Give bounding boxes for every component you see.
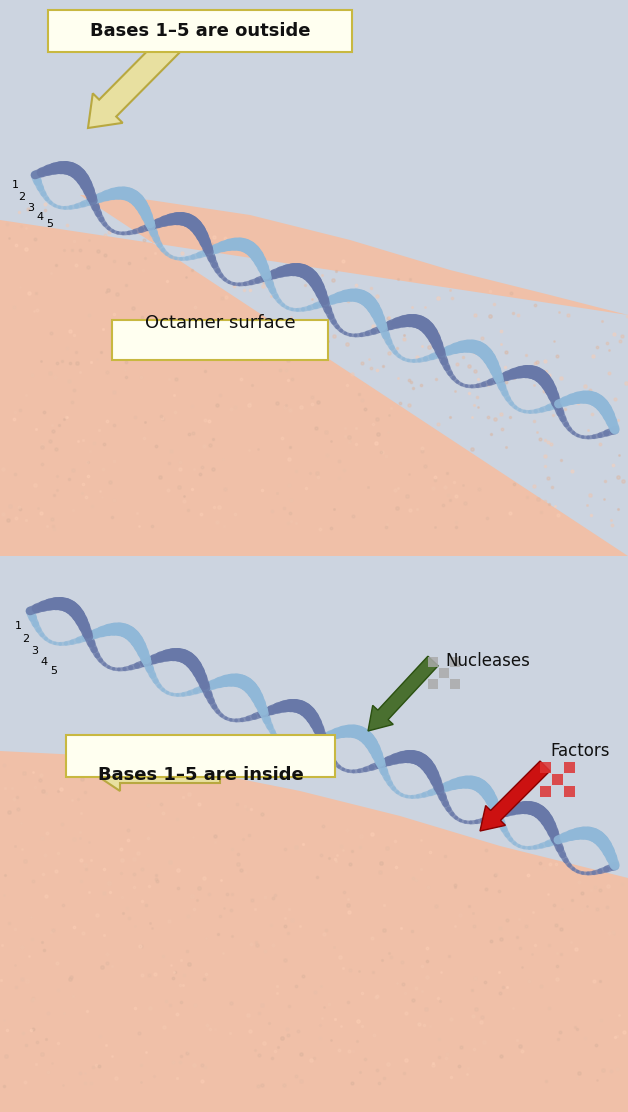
- Text: Bases 1–5 are outside: Bases 1–5 are outside: [90, 22, 310, 40]
- Bar: [428, 679, 438, 689]
- Text: 4: 4: [36, 212, 43, 222]
- Text: Octamer surface: Octamer surface: [144, 314, 295, 332]
- FancyArrow shape: [90, 751, 220, 791]
- FancyArrow shape: [368, 656, 438, 731]
- Text: 1: 1: [14, 620, 21, 631]
- FancyBboxPatch shape: [66, 735, 335, 777]
- Text: 5: 5: [50, 666, 58, 676]
- Bar: [450, 657, 460, 667]
- Bar: [439, 668, 449, 678]
- Text: Factors: Factors: [550, 742, 610, 759]
- Polygon shape: [0, 751, 628, 1112]
- Text: 5: 5: [46, 219, 53, 229]
- Bar: [540, 762, 551, 773]
- Text: 1: 1: [11, 180, 18, 190]
- Text: Nucleases: Nucleases: [445, 652, 530, 671]
- Polygon shape: [0, 195, 628, 556]
- Bar: [552, 774, 563, 785]
- Text: 2: 2: [23, 634, 30, 644]
- Bar: [564, 762, 575, 773]
- FancyBboxPatch shape: [48, 10, 352, 52]
- Text: 3: 3: [31, 646, 38, 656]
- Bar: [564, 786, 575, 797]
- Text: 3: 3: [28, 203, 35, 214]
- FancyArrow shape: [480, 761, 550, 831]
- Bar: [428, 657, 438, 667]
- FancyArrow shape: [88, 21, 193, 128]
- FancyBboxPatch shape: [112, 320, 328, 360]
- Text: Bases 1–5 are inside: Bases 1–5 are inside: [97, 766, 303, 784]
- Bar: [540, 786, 551, 797]
- Text: 2: 2: [18, 192, 26, 202]
- Bar: [450, 679, 460, 689]
- Text: 4: 4: [40, 657, 48, 667]
